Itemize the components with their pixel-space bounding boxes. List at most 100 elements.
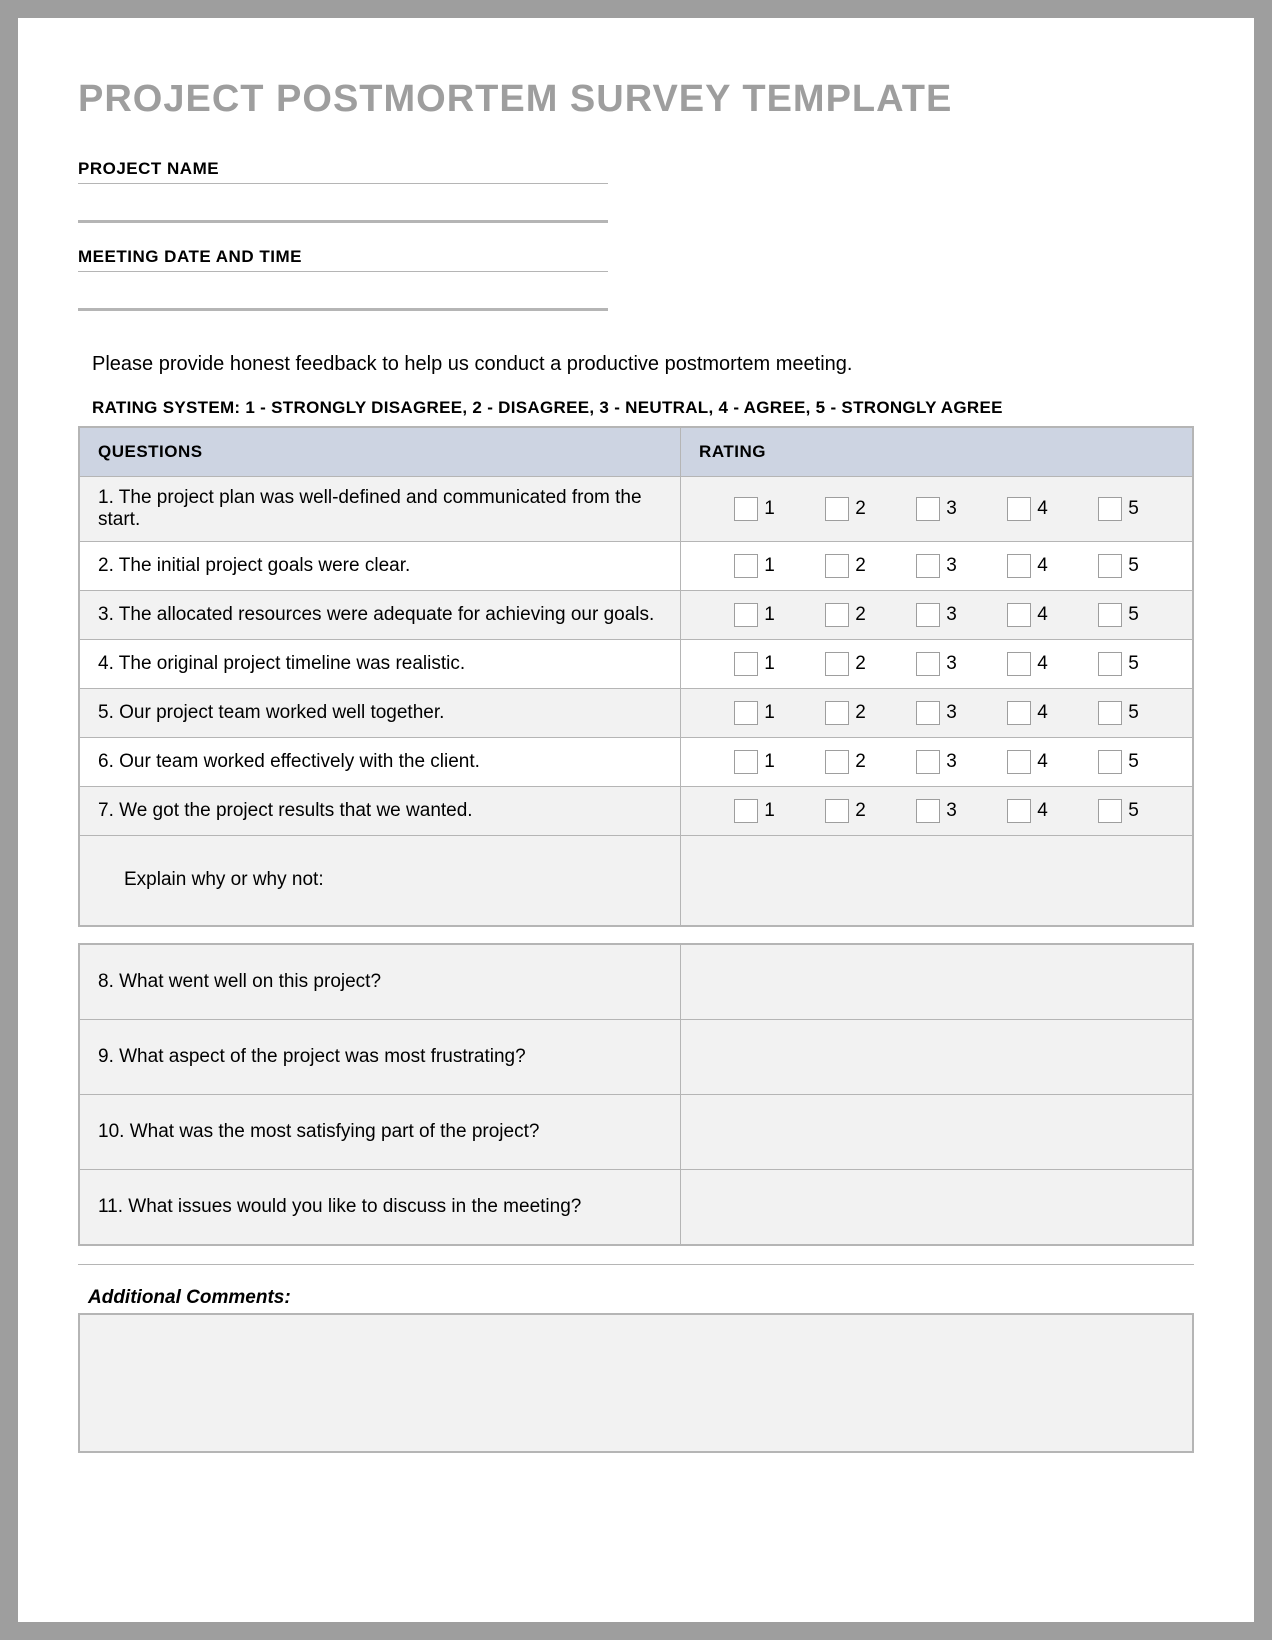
rating-option[interactable]: 4 (1007, 701, 1048, 725)
open-answer-cell[interactable] (681, 944, 1193, 1020)
rating-option[interactable]: 3 (916, 799, 957, 823)
rating-number: 2 (855, 751, 866, 773)
rating-option[interactable]: 1 (734, 554, 775, 578)
checkbox-icon[interactable] (734, 554, 758, 578)
checkbox-icon[interactable] (1098, 603, 1122, 627)
checkbox-icon[interactable] (825, 750, 849, 774)
rating-option[interactable]: 4 (1007, 554, 1048, 578)
rating-option[interactable]: 1 (734, 603, 775, 627)
checkbox-icon[interactable] (825, 497, 849, 521)
checkbox-icon[interactable] (1007, 554, 1031, 578)
rating-option[interactable]: 2 (825, 603, 866, 627)
checkbox-icon[interactable] (1007, 603, 1031, 627)
rating-option[interactable]: 5 (1098, 497, 1139, 521)
checkbox-icon[interactable] (916, 701, 940, 725)
rating-option[interactable]: 3 (916, 554, 957, 578)
checkbox-icon[interactable] (1098, 750, 1122, 774)
checkbox-icon[interactable] (1007, 652, 1031, 676)
checkbox-icon[interactable] (1098, 497, 1122, 521)
rating-number: 1 (764, 751, 775, 773)
checkbox-icon[interactable] (1007, 799, 1031, 823)
rating-number: 4 (1037, 800, 1048, 822)
rating-option[interactable]: 5 (1098, 554, 1139, 578)
checkbox-icon[interactable] (825, 554, 849, 578)
checkbox-icon[interactable] (916, 603, 940, 627)
checkbox-icon[interactable] (1007, 750, 1031, 774)
checkbox-icon[interactable] (916, 750, 940, 774)
rating-number: 1 (764, 604, 775, 626)
checkbox-icon[interactable] (825, 701, 849, 725)
checkbox-icon[interactable] (825, 603, 849, 627)
checkbox-icon[interactable] (916, 652, 940, 676)
explain-row: Explain why or why not: (79, 836, 1193, 926)
rating-option[interactable]: 4 (1007, 799, 1048, 823)
rating-option[interactable]: 1 (734, 750, 775, 774)
rating-option[interactable]: 3 (916, 603, 957, 627)
rating-number: 2 (855, 653, 866, 675)
rating-option[interactable]: 4 (1007, 497, 1048, 521)
rating-option[interactable]: 1 (734, 701, 775, 725)
checkbox-icon[interactable] (734, 652, 758, 676)
meeting-input[interactable] (78, 271, 608, 311)
checkbox-icon[interactable] (916, 799, 940, 823)
checkbox-icon[interactable] (734, 603, 758, 627)
rating-number: 5 (1128, 751, 1139, 773)
rating-number: 1 (764, 555, 775, 577)
question-cell: 1. The project plan was well-defined and… (79, 477, 681, 542)
rating-number: 1 (764, 702, 775, 724)
open-answer-cell[interactable] (681, 1094, 1193, 1169)
explain-label: Explain why or why not: (79, 836, 681, 926)
rating-option[interactable]: 4 (1007, 603, 1048, 627)
rating-option[interactable]: 5 (1098, 750, 1139, 774)
rating-option[interactable]: 5 (1098, 799, 1139, 823)
checkbox-icon[interactable] (825, 652, 849, 676)
rating-option[interactable]: 2 (825, 554, 866, 578)
checkbox-icon[interactable] (1098, 652, 1122, 676)
rating-option[interactable]: 3 (916, 750, 957, 774)
table-row: 9. What aspect of the project was most f… (79, 1019, 1193, 1094)
rating-option[interactable]: 5 (1098, 652, 1139, 676)
rating-option[interactable]: 5 (1098, 701, 1139, 725)
rating-option[interactable]: 3 (916, 497, 957, 521)
comments-textarea[interactable] (78, 1313, 1194, 1453)
rating-option[interactable]: 5 (1098, 603, 1139, 627)
survey-table: QUESTIONS RATING 1. The project plan was… (78, 426, 1194, 927)
rating-option[interactable]: 2 (825, 750, 866, 774)
rating-option[interactable]: 2 (825, 799, 866, 823)
rating-number: 4 (1037, 702, 1048, 724)
question-cell: 2. The initial project goals were clear. (79, 542, 681, 591)
checkbox-icon[interactable] (916, 554, 940, 578)
rating-option[interactable]: 3 (916, 652, 957, 676)
rating-option[interactable]: 4 (1007, 652, 1048, 676)
rating-option[interactable]: 2 (825, 701, 866, 725)
checkbox-icon[interactable] (1098, 799, 1122, 823)
explain-answer[interactable] (681, 836, 1193, 926)
rating-number: 4 (1037, 604, 1048, 626)
rating-option[interactable]: 1 (734, 652, 775, 676)
checkbox-icon[interactable] (734, 701, 758, 725)
rating-option[interactable]: 4 (1007, 750, 1048, 774)
open-answer-cell[interactable] (681, 1019, 1193, 1094)
rating-number: 2 (855, 555, 866, 577)
table-row: 6. Our team worked effectively with the … (79, 738, 1193, 787)
checkbox-icon[interactable] (916, 497, 940, 521)
checkbox-icon[interactable] (734, 750, 758, 774)
checkbox-icon[interactable] (1098, 554, 1122, 578)
checkbox-icon[interactable] (825, 799, 849, 823)
comments-label: Additional Comments: (88, 1287, 1194, 1309)
rating-option[interactable]: 2 (825, 497, 866, 521)
checkbox-icon[interactable] (734, 799, 758, 823)
rating-option[interactable]: 3 (916, 701, 957, 725)
rating-option[interactable]: 2 (825, 652, 866, 676)
rating-number: 3 (946, 555, 957, 577)
separator (78, 1264, 1194, 1265)
checkbox-icon[interactable] (1007, 701, 1031, 725)
project-name-input[interactable] (78, 183, 608, 223)
rating-option[interactable]: 1 (734, 497, 775, 521)
checkbox-icon[interactable] (734, 497, 758, 521)
checkbox-icon[interactable] (1007, 497, 1031, 521)
checkbox-icon[interactable] (1098, 701, 1122, 725)
table-row: 4. The original project timeline was rea… (79, 640, 1193, 689)
open-answer-cell[interactable] (681, 1169, 1193, 1245)
rating-option[interactable]: 1 (734, 799, 775, 823)
